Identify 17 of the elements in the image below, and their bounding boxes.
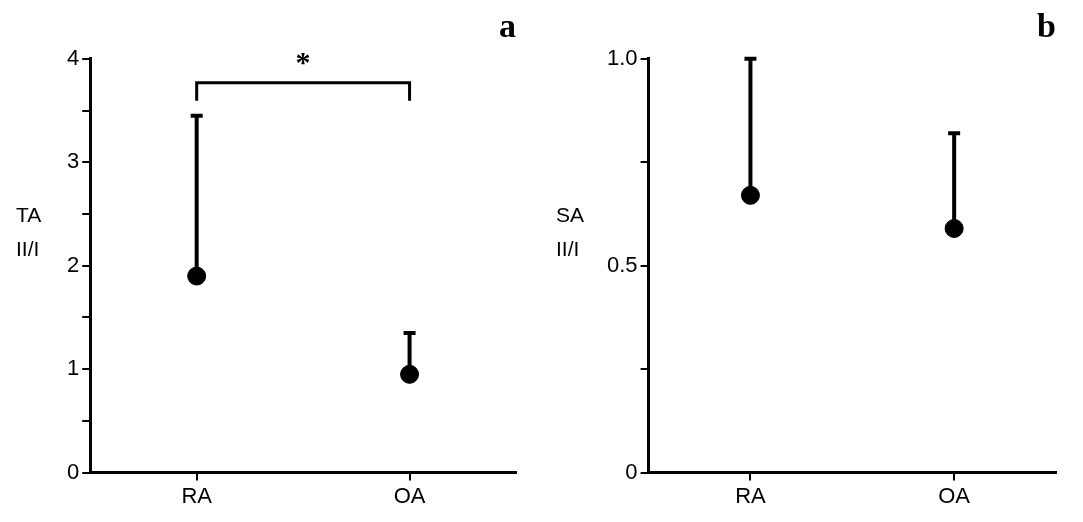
x-tick-label: RA <box>181 482 213 508</box>
chart-title: b <box>1037 7 1056 45</box>
annotation: * <box>295 44 311 78</box>
y-tick-label: 3 <box>66 148 80 174</box>
chart-title: a <box>499 7 516 45</box>
y-axis-title: SA II/I <box>556 198 585 266</box>
y-tick-label: 0 <box>625 458 638 484</box>
y-tick-label: 1 <box>66 355 80 381</box>
y-tick-label: 1.0 <box>606 44 638 70</box>
y-tick-label: 0.5 <box>606 251 638 277</box>
y-tick-label: 4 <box>66 44 80 70</box>
y-tick-label: 0 <box>66 458 80 484</box>
y-tick-label: 2 <box>66 251 80 277</box>
x-tick-label: RA <box>735 482 767 508</box>
x-tick-label: OA <box>938 482 971 508</box>
x-tick-label: OA <box>393 482 426 508</box>
y-axis-title: TA II/I <box>16 198 42 266</box>
